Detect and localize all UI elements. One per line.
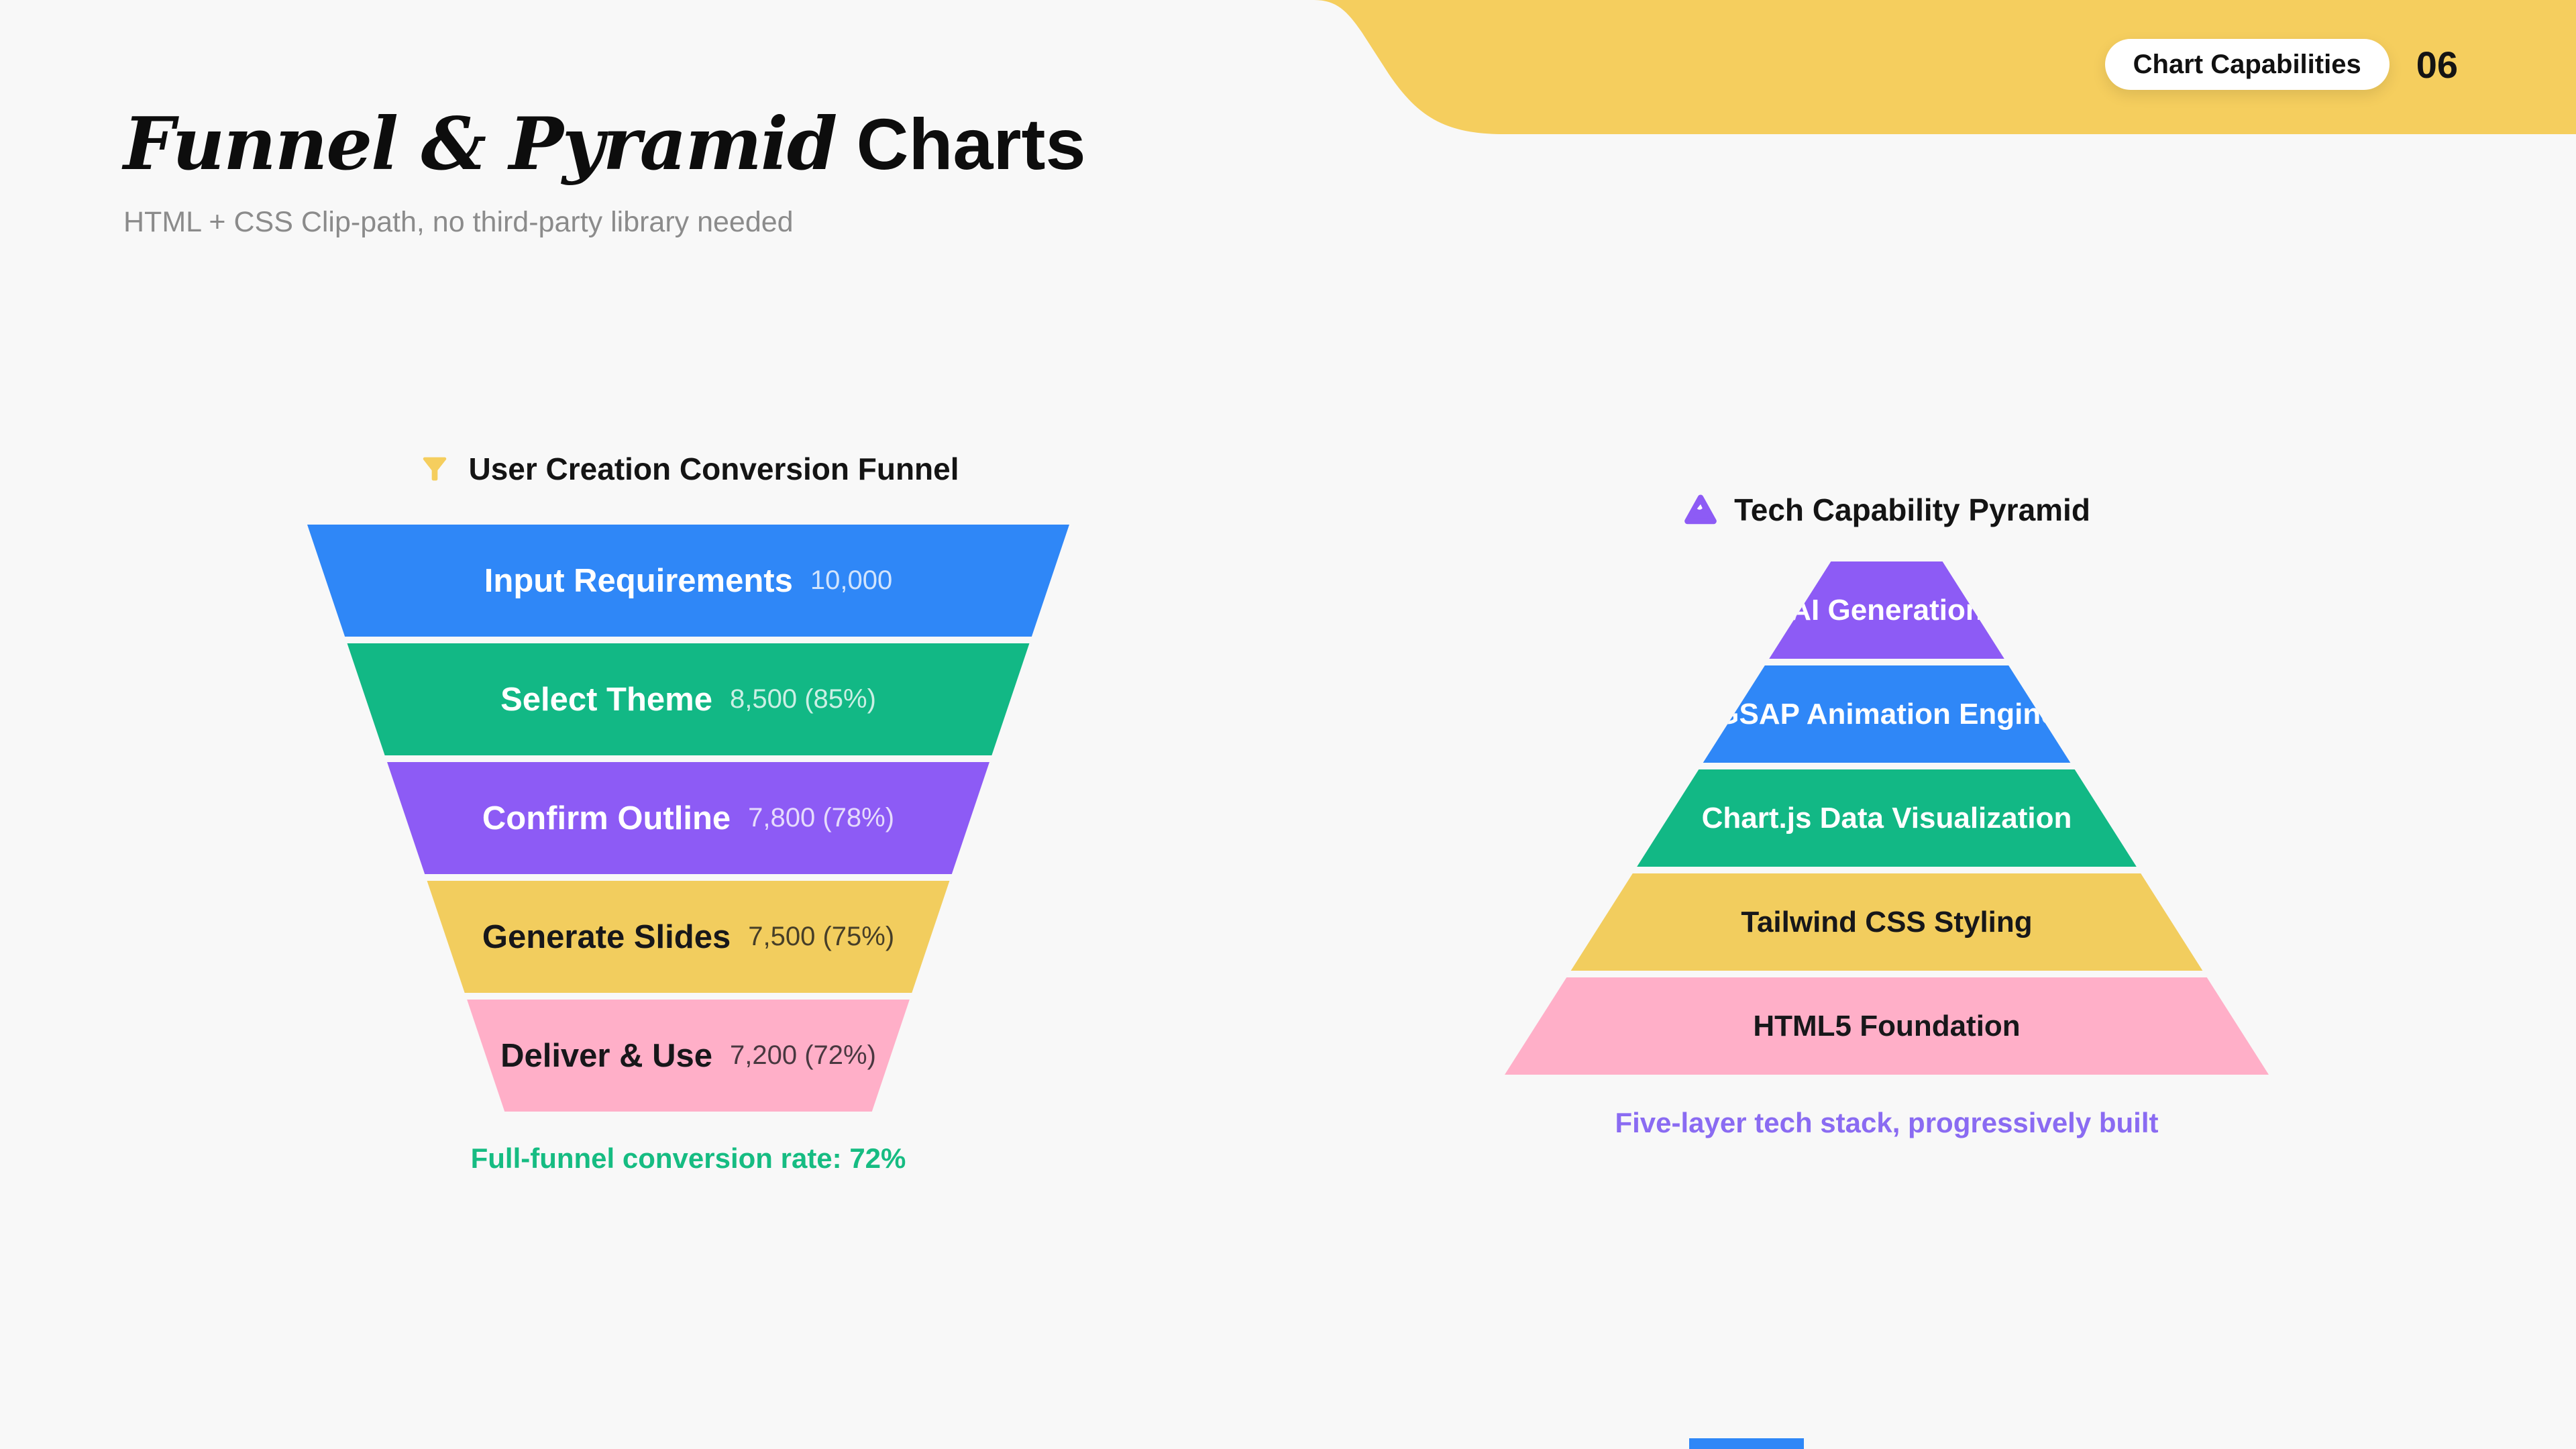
pyramid-level-label: HTML5 Foundation xyxy=(1753,1009,2021,1042)
pyramid-title-row: Tech Capability Pyramid xyxy=(1505,492,2269,528)
funnel-stage-value: 7,200 (72%) xyxy=(730,1040,876,1070)
funnel-stage-label: Deliver & Use xyxy=(500,1037,713,1074)
title-block: Funnel & Pyramid Charts HTML + CSS Clip-… xyxy=(123,101,1086,239)
pyramid-level: AI Generation xyxy=(1769,561,2004,659)
funnel-title: User Creation Conversion Funnel xyxy=(468,451,959,486)
pyramid-level: HTML5 Foundation xyxy=(1505,977,2269,1075)
pyramid-level: Chart.js Data Visualization xyxy=(1637,769,2137,867)
funnel-stage-value: 10,000 xyxy=(810,566,893,595)
funnel-chart: User Creation Conversion Funnel Input Re… xyxy=(307,451,1069,1175)
chapter-badge: Chart Capabilities xyxy=(2104,39,2390,90)
funnel-stage-label: Input Requirements xyxy=(484,562,793,599)
page-title: Funnel & Pyramid Charts xyxy=(123,101,1086,189)
funnel-footer-note: Full-funnel conversion rate: 72% xyxy=(470,1142,906,1174)
pyramid-footer-note: Five-layer tech stack, progressively bui… xyxy=(1615,1107,2159,1138)
pyramid-level-label: GSAP Animation Engine xyxy=(1716,697,2057,731)
funnel-stage: Generate Slides 7,500 (75%) xyxy=(427,881,950,993)
funnel-stage-value: 7,800 (78%) xyxy=(748,803,895,833)
funnel-stage: Input Requirements 10,000 xyxy=(307,525,1069,637)
funnel-title-row: User Creation Conversion Funnel xyxy=(307,451,1069,487)
page-title-serif: Funnel & Pyramid xyxy=(123,102,837,186)
pyramid-level: GSAP Animation Engine xyxy=(1703,665,2071,763)
pyramid-level-label: Tailwind CSS Styling xyxy=(1741,905,2033,938)
funnel-stage: Confirm Outline 7,800 (78%) xyxy=(387,762,989,874)
funnel-icon xyxy=(423,457,447,481)
pyramid-level: Tailwind CSS Styling xyxy=(1570,873,2203,971)
pyramid-icon xyxy=(1684,494,1717,525)
bottom-peek-bar xyxy=(1689,1438,1804,1449)
funnel-stage-value: 7,500 (75%) xyxy=(748,922,895,951)
funnel-stage: Select Theme 8,500 (85%) xyxy=(347,643,1030,755)
page-number: 06 xyxy=(2416,43,2458,86)
header-meta: Chart Capabilities 06 xyxy=(2104,39,2458,90)
funnel-stage-label: Generate Slides xyxy=(482,918,731,955)
page-subtitle: HTML + CSS Clip-path, no third-party lib… xyxy=(123,205,794,238)
pyramid-chart: Tech Capability Pyramid AI Generation GS… xyxy=(1505,492,2269,1139)
funnel-stage-label: Confirm Outline xyxy=(482,800,731,837)
pyramid-levels: AI Generation GSAP Animation Engine Char… xyxy=(1505,561,2269,1075)
funnel-stage: Deliver & Use 7,200 (72%) xyxy=(467,1000,910,1112)
pyramid-level-label: Chart.js Data Visualization xyxy=(1701,801,2072,835)
header-band xyxy=(1314,0,2576,134)
funnel-stage-value: 8,500 (85%) xyxy=(730,684,876,714)
funnel-stage-label: Select Theme xyxy=(500,681,712,718)
page-title-sans: Charts xyxy=(836,103,1086,184)
pyramid-level-label: AI Generation xyxy=(1790,593,1984,627)
pyramid-title: Tech Capability Pyramid xyxy=(1734,492,2090,527)
funnel-stages: Input Requirements 10,000 Select Theme 8… xyxy=(307,525,1069,1112)
